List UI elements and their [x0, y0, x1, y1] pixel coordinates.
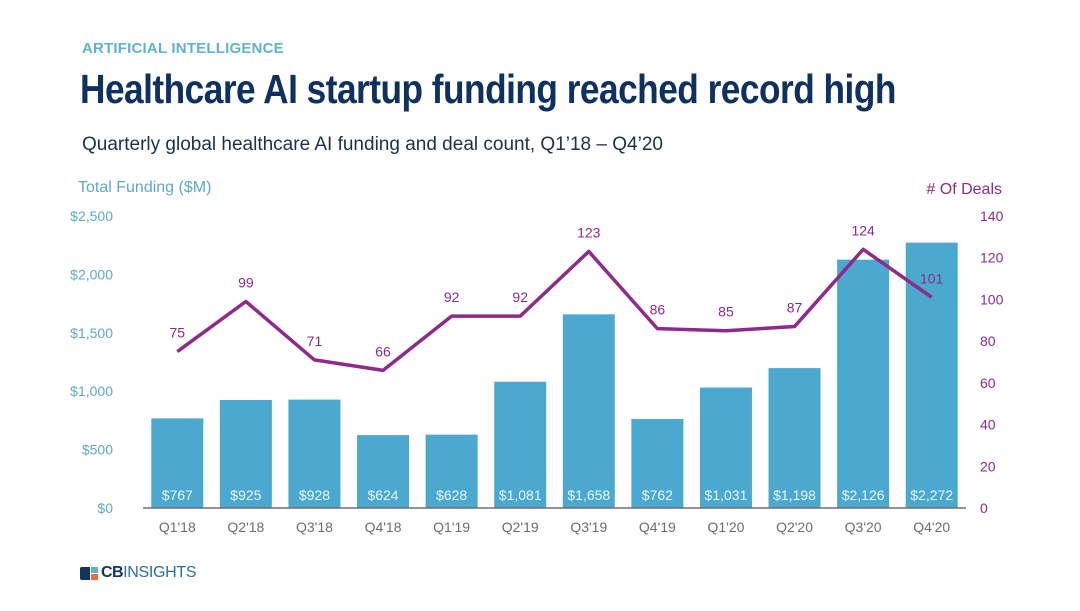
x-axis-tick: Q3'18 [296, 519, 333, 535]
funding-bar-label: $928 [299, 487, 330, 503]
deals-point-label: 92 [512, 289, 528, 305]
right-axis-title: # Of Deals [926, 181, 1002, 198]
funding-bar [219, 399, 272, 508]
right-axis-tick: 120 [980, 250, 1004, 266]
x-axis-tick: Q3'20 [845, 519, 882, 535]
funding-bar-label: $1,658 [567, 487, 610, 503]
funding-bar [631, 418, 684, 508]
funding-bar [562, 314, 615, 508]
deals-point-label: 99 [238, 275, 254, 291]
funding-bar-label: $925 [230, 487, 261, 503]
logo-text-cb: CB [101, 564, 124, 581]
left-axis-tick: $2,000 [70, 266, 113, 282]
x-axis-tick: Q2'19 [502, 519, 539, 535]
x-axis-ticks: Q1'18 Q2'18 Q3'18 Q4'18 Q1'19 Q2'19 Q3'19 Q4'19… [159, 519, 951, 535]
funding-bar-label: $762 [642, 487, 673, 503]
x-axis-tick: Q1'19 [433, 519, 470, 535]
funding-bar [425, 434, 478, 508]
deals-point-label: 92 [444, 289, 460, 305]
right-axis-tick: 0 [980, 500, 988, 516]
deals-point-label: 123 [577, 224, 601, 240]
deals-point-label: 87 [787, 300, 803, 316]
funding-bar [494, 381, 547, 508]
left-axis-tick: $500 [82, 442, 113, 458]
left-axis-title: Total Funding ($M) [78, 179, 211, 196]
deals-point-label: 86 [650, 302, 666, 318]
logo-text-insights: INSIGHTS [123, 564, 197, 581]
chart-title: Healthcare AI startup funding reached re… [80, 66, 896, 112]
deals-point-label: 124 [851, 222, 875, 238]
x-axis-tick: Q1'18 [159, 519, 196, 535]
funding-bar-label: $624 [367, 487, 398, 503]
right-axis-tick: 20 [980, 458, 996, 474]
x-axis-tick: Q2'18 [227, 519, 264, 535]
right-axis-tick: 80 [980, 333, 996, 349]
deals-point-label: 66 [375, 343, 391, 359]
funding-bar [768, 368, 821, 508]
eyebrow-category: ARTIFICIAL INTELLIGENCE [82, 40, 284, 57]
funding-bar-label: $1,198 [773, 487, 816, 503]
x-axis-tick: Q3'19 [570, 519, 607, 535]
right-axis-tick: 60 [980, 375, 996, 391]
left-axis-tick: $0 [97, 500, 113, 516]
left-axis-ticks: $0 $500 $1,000 $1,500 $2,000 $2,500 [70, 208, 113, 516]
funding-bar [699, 387, 752, 508]
left-axis-tick: $2,500 [70, 208, 113, 224]
right-axis-tick: 40 [980, 417, 996, 433]
funding-bar-label: $628 [436, 487, 467, 503]
funding-bars: $767 $925 $928 $624 $628 $1,081 $1,658 $762 $1,0… [151, 242, 958, 508]
right-axis-tick: 100 [980, 291, 1004, 307]
deals-point-label: 101 [920, 270, 944, 286]
right-axis-ticks: 0 20 40 60 80 100 120 140 [980, 208, 1004, 516]
funding-bar-label: $2,126 [842, 487, 885, 503]
funding-bar [357, 435, 410, 508]
funding-bar [288, 399, 341, 508]
right-axis-tick: 140 [980, 208, 1004, 224]
x-axis-tick: Q4'20 [913, 519, 950, 535]
deals-labels: 75 99 71 66 92 92 123 86 85 87 124 101 [170, 222, 944, 359]
chart-subtitle: Quarterly global healthcare AI funding a… [82, 134, 663, 155]
cb-insights-logo-icon [80, 566, 98, 580]
left-axis-tick: $1,500 [70, 325, 113, 341]
x-axis-tick: Q4'19 [639, 519, 676, 535]
funding-bar-label: $2,272 [910, 487, 953, 503]
deals-point-label: 71 [307, 333, 323, 349]
funding-bar [837, 259, 890, 508]
x-axis-tick: Q4'18 [365, 519, 402, 535]
deals-line [176, 247, 933, 373]
left-axis-tick: $1,000 [70, 383, 113, 399]
funding-bar [151, 418, 204, 508]
cb-insights-logo: CB INSIGHTS [80, 564, 197, 582]
funding-bar-label: $767 [162, 487, 193, 503]
deals-point-label: 75 [170, 325, 186, 341]
x-axis-tick: Q1'20 [707, 519, 744, 535]
funding-bar-label: $1,031 [705, 487, 748, 503]
deals-point-label: 85 [718, 304, 734, 320]
x-axis-tick: Q2'20 [776, 519, 813, 535]
funding-bar-label: $1,081 [499, 487, 542, 503]
